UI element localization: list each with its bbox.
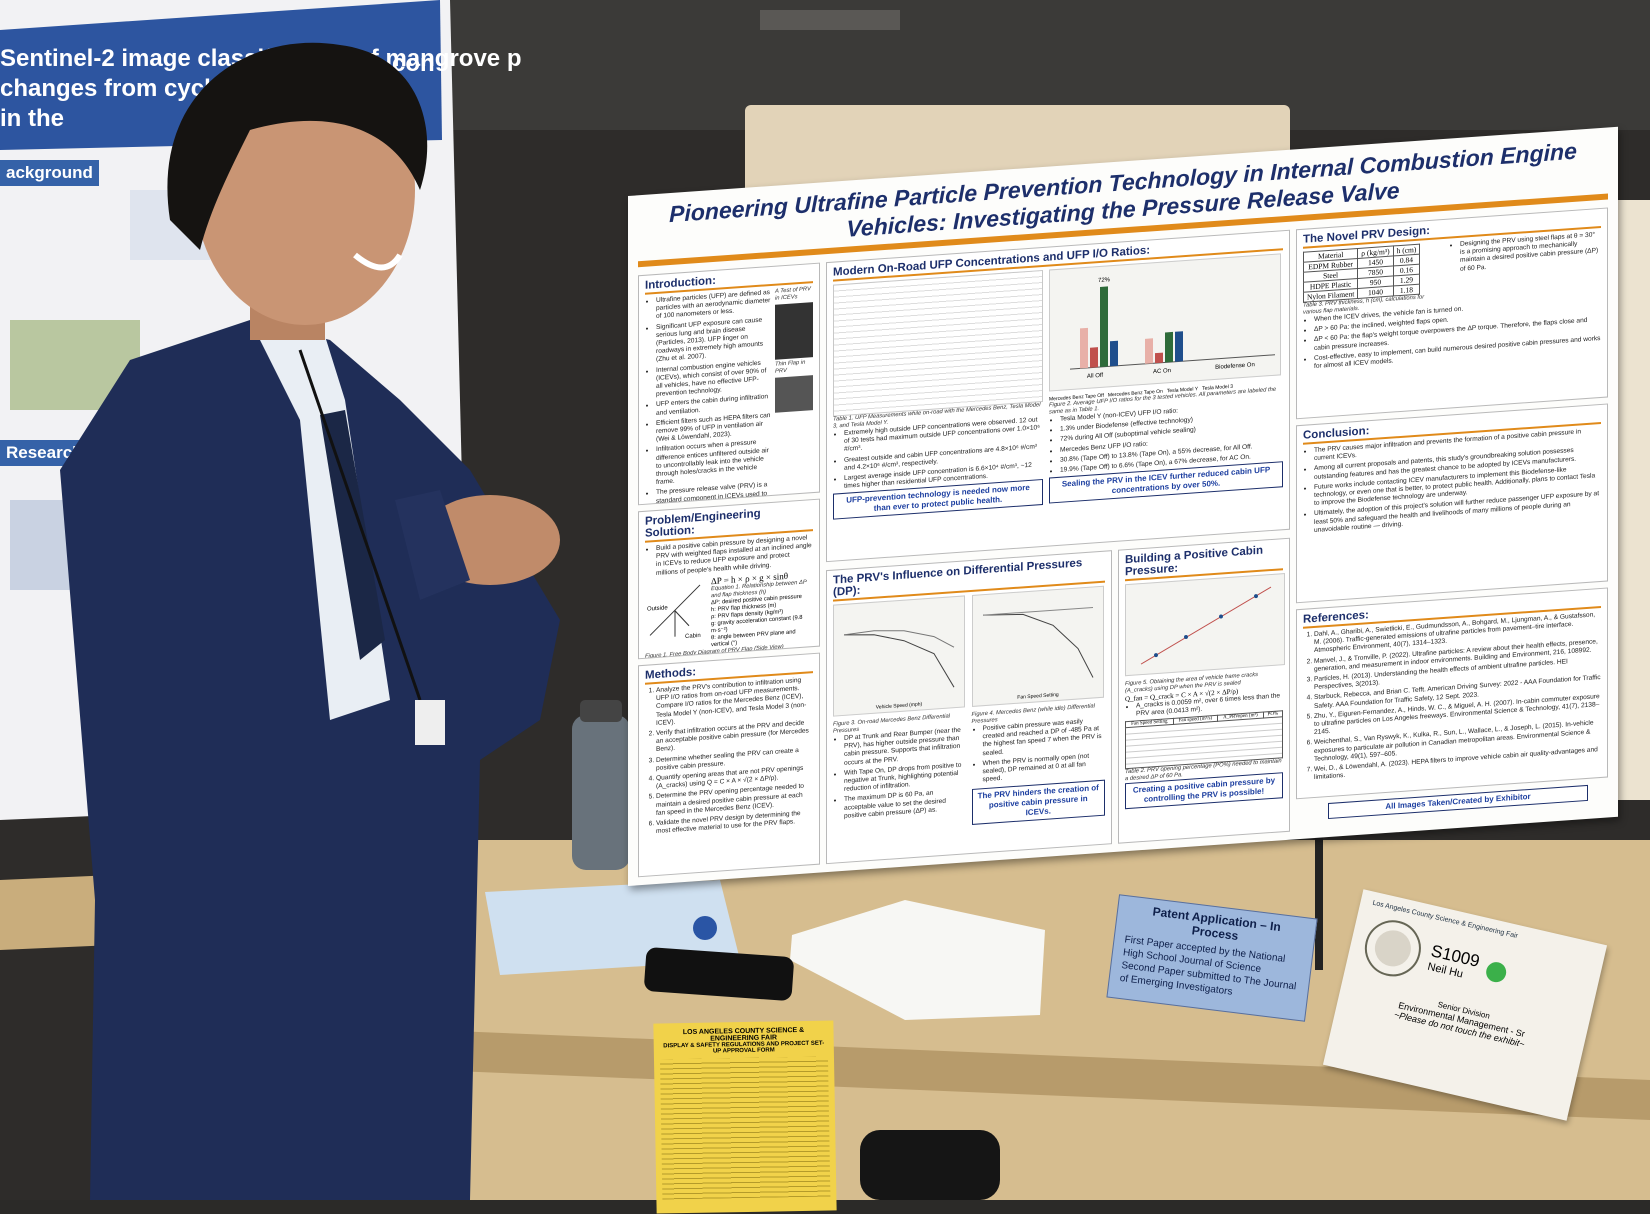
bullet-list: DP at Trunk and Rear Bumper (near the PR…	[833, 726, 967, 821]
step-list: Analyze the PRV's contribution to infilt…	[645, 676, 813, 837]
point-shape	[1154, 653, 1158, 658]
left-poster-title: Sentinel-2 image classification of mangr…	[0, 44, 522, 134]
section: Problem/Engineering Solution: Build a po…	[638, 498, 820, 660]
point-shape	[1219, 614, 1223, 619]
seal	[1364, 920, 1421, 977]
photo-caption: Thin Flap in PRV	[775, 359, 806, 375]
photo-column: A Test of PRV in ICEVs Thin Flap in PRV	[775, 286, 813, 505]
name-card: Los Angeles County Science & Engineering…	[1322, 889, 1608, 1121]
title-line: in the	[0, 105, 64, 132]
diagram-label: Cabin	[685, 633, 701, 640]
section: Introduction: Ultrafine particles (UFP) …	[638, 262, 820, 506]
left-poster-diagram	[130, 190, 210, 260]
list-item: Infiltration occurs when a pressure diff…	[656, 438, 772, 487]
vent	[760, 10, 900, 30]
list-item: Significant UFP exposure can cause serio…	[656, 316, 772, 365]
bar-shape	[1175, 331, 1183, 362]
status-dot	[1486, 962, 1507, 983]
form-subtitle: DISPLAY & SAFETY REGULATIONS AND PROJECT…	[663, 1040, 825, 1055]
definition-list: ΔP: desired positive cabin pressure h: PR…	[711, 593, 813, 649]
sticker	[693, 916, 717, 940]
bar-shape	[1110, 340, 1118, 367]
section: Building a Positive Cabin Pressure: Figu…	[1118, 537, 1290, 844]
bar-shape	[1165, 331, 1173, 363]
axis-label: Fan Speed Setting	[1017, 692, 1059, 701]
group-label: Biodefense On	[1215, 362, 1255, 371]
form-body	[659, 1056, 831, 1200]
point-shape	[1254, 594, 1258, 599]
free-body-diagram: Outside Cabin	[647, 584, 701, 640]
bar-shape	[1145, 338, 1153, 364]
bullet-list: Ultrafine particles (UFP) are defined as…	[645, 289, 772, 505]
photo	[775, 302, 813, 360]
section: Modern On-Road UFP Concentrations and UF…	[826, 229, 1290, 563]
bullet: Designing the PRV using steel flaps at θ…	[1460, 231, 1601, 274]
poster: Pioneering Ultrafine Particle Prevention…	[628, 126, 1618, 886]
fit-line	[1140, 586, 1272, 665]
easel-leg	[1315, 790, 1323, 970]
bar-label: 72%	[1098, 277, 1111, 284]
line-chart-image: Fan Speed Setting	[971, 585, 1104, 707]
bar-shape	[1090, 347, 1098, 368]
point-shape	[1184, 634, 1188, 639]
diagram-line	[649, 584, 701, 636]
bar-chart-image: 72% All Off AC On Biodefense On	[1049, 253, 1281, 392]
data-table-image	[833, 269, 1043, 417]
title-line: Sentinel-2 image classification of mangr…	[0, 45, 522, 72]
bar-shape	[1080, 327, 1088, 369]
material-table: Material ρ (kg/m³) h (cm) EDPM Rubber 1450 0.…	[1303, 244, 1420, 303]
photo-caption: A Test of PRV in ICEVs	[775, 286, 811, 302]
bag	[860, 1130, 1000, 1200]
callout: The PRV hinders the creation of positive…	[971, 780, 1105, 826]
curve	[843, 634, 955, 688]
reference-list: Dahl, A., Gharibi, A., Swietlicki, E., G…	[1303, 611, 1601, 783]
section: The Novel PRV Design: Material ρ (kg/m³) h…	[1296, 207, 1608, 420]
bottle-cap	[580, 700, 622, 722]
group-label: AC On	[1153, 368, 1171, 375]
curve	[982, 613, 1093, 678]
bullet-list: Positive cabin pressure was easily creat…	[972, 717, 1106, 786]
group-label: All Off	[1087, 373, 1104, 380]
bar-shape	[1100, 286, 1108, 367]
phone	[644, 947, 794, 1001]
section: References: Dahl, A., Gharibi, A., Swiet…	[1296, 587, 1608, 800]
curve	[982, 607, 1093, 616]
approval-form: LOS ANGELES COUNTY SCIENCE & ENGINEERING…	[653, 1020, 837, 1214]
photo	[775, 375, 813, 413]
section: Methods: Analyze the PRV's contribution …	[638, 652, 820, 878]
left-poster-section: ackground	[0, 160, 99, 186]
list-item: Internal combustion engine vehicles (ICE…	[656, 359, 772, 400]
section: Conclusion: The PRV causes major infiltr…	[1296, 403, 1608, 604]
bullet-list: The PRV causes major infiltration and pr…	[1303, 427, 1601, 536]
curve	[843, 630, 955, 648]
title-line: changes from cycl	[0, 75, 211, 102]
left-poster-photo	[10, 320, 140, 410]
diagram-line	[674, 610, 690, 626]
left-poster-title-fragment: con	[392, 50, 435, 77]
left-poster-section: Research	[0, 440, 89, 466]
paper	[790, 900, 1045, 1020]
diagram-label: Outside	[647, 605, 668, 612]
section: The PRV's Influence on Differential Pres…	[826, 550, 1112, 865]
bar-shape	[1155, 352, 1163, 364]
axis-label: Vehicle Speed (mph)	[876, 701, 923, 710]
line-chart-image: Vehicle Speed (mph)	[833, 595, 965, 717]
water-bottle	[572, 715, 630, 870]
scatter-chart-image	[1125, 573, 1285, 677]
left-poster-map	[10, 500, 70, 590]
